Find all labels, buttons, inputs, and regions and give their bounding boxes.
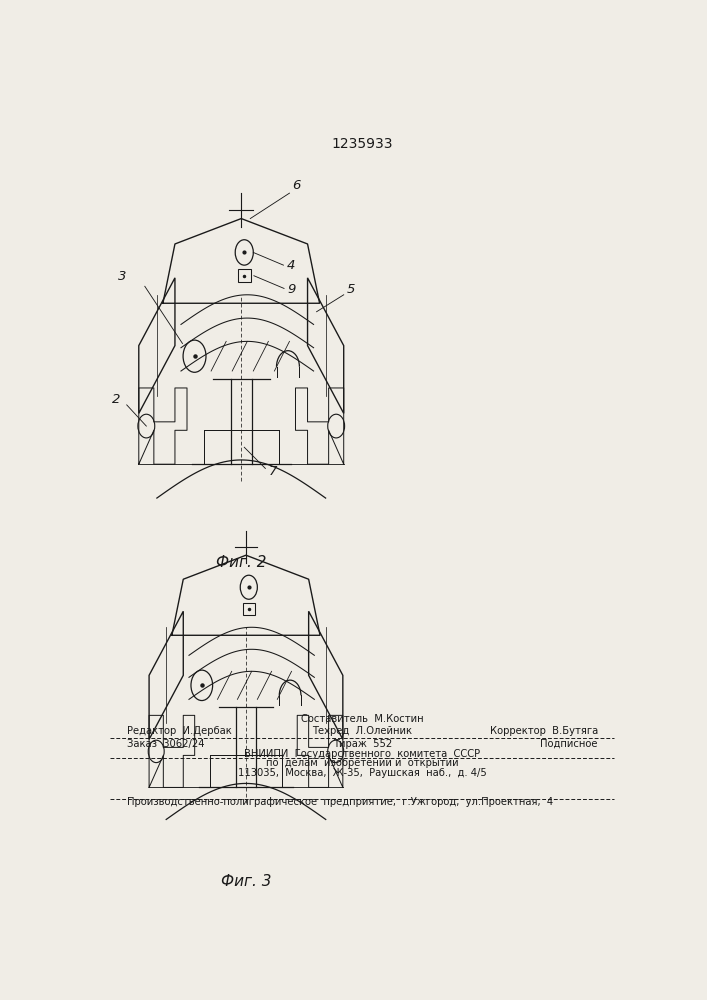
- Text: Техред  Л.Олейник: Техред Л.Олейник: [312, 726, 412, 736]
- Text: 5: 5: [346, 283, 355, 296]
- Bar: [243, 603, 255, 615]
- Text: 9: 9: [287, 283, 296, 296]
- Text: Подписное: Подписное: [540, 739, 598, 749]
- Text: по  делам  изобретений и  открытий: по делам изобретений и открытий: [266, 758, 459, 768]
- Text: ВНИИПИ  Государственного  комитета  СССР: ВНИИПИ Государственного комитета СССР: [245, 749, 480, 759]
- Text: 3: 3: [117, 270, 126, 283]
- Bar: [238, 269, 251, 282]
- Text: Фиг. 2: Фиг. 2: [216, 555, 267, 570]
- Text: Производственно-полиграфическое  предприятие,  г.Ужгород,  ул.Проектная,  4: Производственно-полиграфическое предприя…: [127, 797, 553, 807]
- Text: Корректор  В.Бутяга: Корректор В.Бутяга: [490, 726, 598, 736]
- Text: Фиг. 3: Фиг. 3: [221, 874, 271, 889]
- Text: 6: 6: [293, 179, 301, 192]
- Text: Тираж  552: Тираж 552: [333, 739, 392, 749]
- Text: Заказ  3062/24: Заказ 3062/24: [127, 739, 204, 749]
- Text: 4: 4: [286, 259, 295, 272]
- Text: 1235933: 1235933: [332, 137, 393, 151]
- Text: 7: 7: [269, 465, 276, 478]
- Text: Составитель  М.Костин: Составитель М.Костин: [301, 714, 423, 724]
- Text: 2: 2: [112, 393, 120, 406]
- Text: Редактор  И.Дербак: Редактор И.Дербак: [127, 726, 231, 736]
- Text: 113035,  Москва,  Ж-35,  Раушская  наб.,  д. 4/5: 113035, Москва, Ж-35, Раушская наб., д. …: [238, 768, 486, 778]
